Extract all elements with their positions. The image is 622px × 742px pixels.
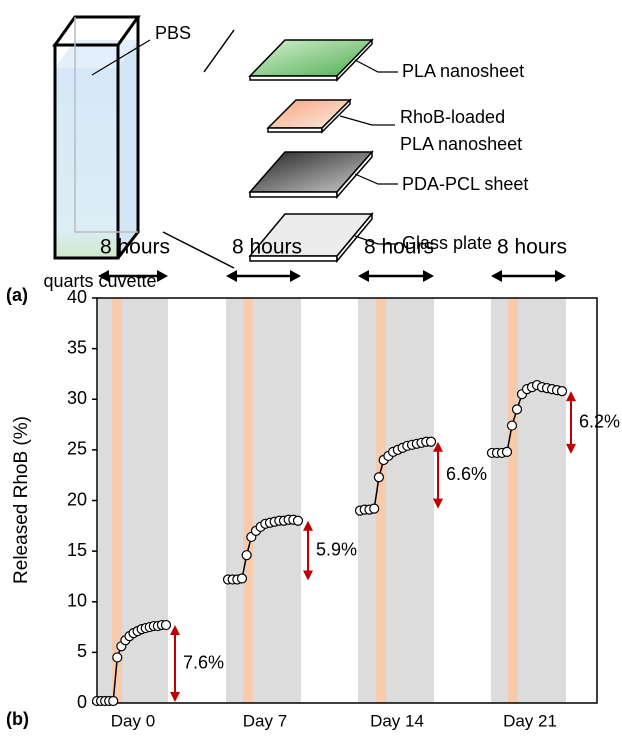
y-tick-label: 25 xyxy=(67,439,87,459)
leader xyxy=(340,116,395,125)
arrow-head xyxy=(358,270,369,282)
x-tick-label: Day 0 xyxy=(111,711,155,730)
arrow-head xyxy=(170,692,180,702)
release-label: 7.6% xyxy=(183,652,224,672)
release-label: 6.2% xyxy=(579,411,620,431)
layer-label: PLA nanosheet xyxy=(402,61,524,81)
liquid-side xyxy=(118,40,138,258)
light-band xyxy=(508,298,518,703)
period-label: 8 hours xyxy=(100,236,170,259)
arrow-head xyxy=(555,270,566,282)
arrow-head xyxy=(157,270,168,282)
data-point xyxy=(238,574,247,583)
layer-label: PLA nanosheet xyxy=(400,134,522,154)
data-point xyxy=(503,447,512,456)
arrow-head xyxy=(303,521,313,531)
period-label: 8 hours xyxy=(232,236,302,259)
arrow-head xyxy=(566,444,576,454)
data-point xyxy=(370,504,379,513)
period-band xyxy=(491,298,566,703)
arrow-head xyxy=(303,570,313,580)
leader xyxy=(355,60,398,72)
light-band xyxy=(376,298,386,703)
period-label: 8 hours xyxy=(497,236,567,259)
leader xyxy=(355,174,398,184)
data-point xyxy=(113,653,122,662)
period-band xyxy=(226,298,301,703)
figure: PBS quarts cuvette (a) PLA nanosheet Rho… xyxy=(0,0,622,742)
y-tick-label: 20 xyxy=(67,489,87,509)
y-tick-label: 10 xyxy=(67,591,87,611)
data-point xyxy=(558,387,567,396)
data-point xyxy=(242,551,251,560)
zoom-line xyxy=(204,30,234,72)
arrow-head xyxy=(566,391,576,401)
data-point xyxy=(513,405,522,414)
cuvette-label: quarts cuvette xyxy=(43,271,156,291)
period-band xyxy=(98,298,168,703)
layer-edge xyxy=(250,192,337,197)
layer-label: PDA-PCL sheet xyxy=(402,174,528,194)
x-tick-label: Day 21 xyxy=(503,711,557,730)
layer-label: RhoB-loaded xyxy=(400,107,505,127)
arrow-head xyxy=(226,270,237,282)
y-tick-label: 0 xyxy=(77,692,87,712)
layers xyxy=(250,40,372,261)
y-tick-label: 40 xyxy=(67,287,87,307)
layer-edge xyxy=(250,76,337,80)
light-band xyxy=(243,298,253,703)
liquid-label: PBS xyxy=(155,23,191,43)
zoom-line xyxy=(163,232,234,268)
liquid-front xyxy=(55,68,118,258)
y-tick-label: 5 xyxy=(77,641,87,661)
data-point xyxy=(162,621,171,630)
cuvette xyxy=(55,17,150,258)
arrow-head xyxy=(491,270,502,282)
data-point xyxy=(294,516,303,525)
arrow-head xyxy=(290,270,301,282)
data-point xyxy=(508,421,517,430)
release-label: 6.6% xyxy=(446,464,487,484)
y-tick-label: 15 xyxy=(67,540,87,560)
y-axis-label: Released RhoB (%) xyxy=(11,416,32,584)
data-point xyxy=(427,437,436,446)
panel-label: (b) xyxy=(6,709,29,729)
data-point xyxy=(109,696,118,705)
arrow-head xyxy=(423,270,434,282)
period-band xyxy=(358,298,434,703)
arrow-head xyxy=(433,499,443,509)
x-tick-label: Day 7 xyxy=(243,711,287,730)
y-tick-label: 35 xyxy=(67,337,87,357)
arrow-head xyxy=(170,625,180,635)
layer-edge xyxy=(268,128,322,132)
release-label: 5.9% xyxy=(316,539,357,559)
y-tick-label: 30 xyxy=(67,388,87,408)
x-tick-label: Day 14 xyxy=(370,711,424,730)
panel-label: (a) xyxy=(6,285,28,305)
period-label: 8 hours xyxy=(364,236,434,259)
data-point xyxy=(374,473,383,482)
